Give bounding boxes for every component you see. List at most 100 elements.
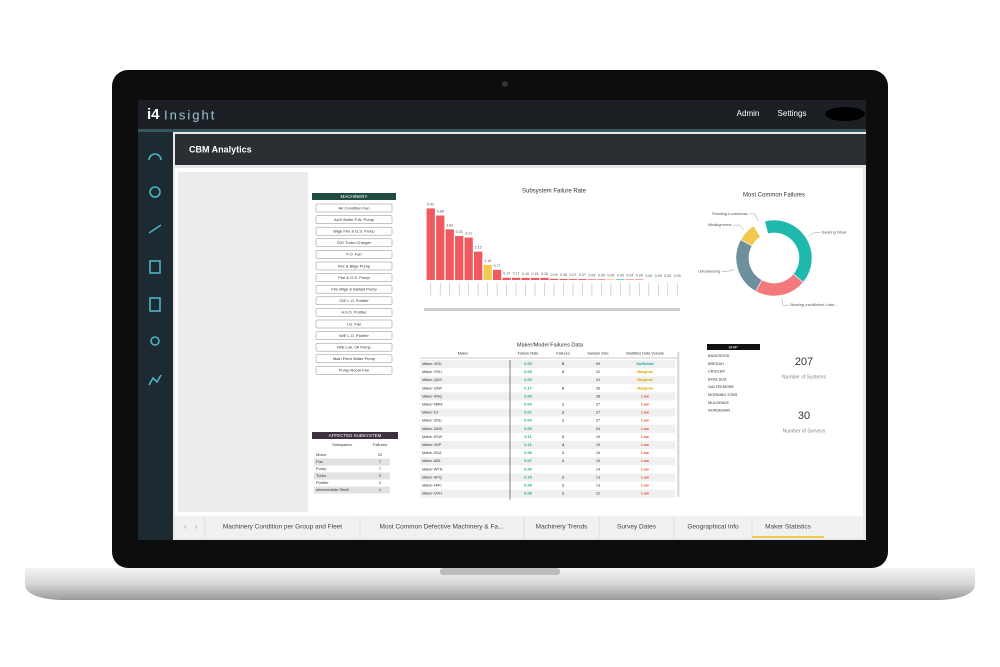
bar bbox=[568, 279, 578, 280]
menu-admin[interactable]: Admin bbox=[737, 109, 760, 118]
slicer-item[interactable] bbox=[315, 261, 393, 271]
scrollbar[interactable] bbox=[424, 308, 680, 311]
slicer-item-label[interactable]: Pump Room Fan bbox=[339, 368, 369, 373]
cell: 2 bbox=[562, 411, 564, 415]
slicer-item[interactable] bbox=[315, 342, 393, 352]
cell: Low bbox=[641, 443, 649, 447]
slicer-item-label[interactable]: Fire & G.S. Pump bbox=[338, 275, 370, 280]
bar-value-label: 0.05 bbox=[617, 273, 624, 277]
cell: 0.00 bbox=[524, 467, 531, 471]
row-shade bbox=[420, 368, 675, 377]
donut-label: Rotating Looseness bbox=[712, 211, 747, 216]
slicer-item[interactable] bbox=[315, 319, 393, 329]
slicer-item[interactable] bbox=[315, 331, 393, 340]
top-bar bbox=[138, 100, 866, 129]
cell: 12 bbox=[596, 492, 600, 496]
slicer-item-label[interactable]: BREDAH bbox=[708, 362, 724, 366]
icon-chart[interactable] bbox=[148, 374, 162, 386]
slicer-item-label[interactable]: NORSEMAN bbox=[708, 409, 730, 413]
icon-doc[interactable] bbox=[149, 297, 161, 312]
slicer-item-label[interactable]: MULGRAVE bbox=[708, 401, 729, 405]
icon-globe[interactable] bbox=[149, 186, 161, 198]
icon-gauge[interactable] bbox=[148, 153, 162, 161]
slicer-item-label[interactable]: GALTEEMORE bbox=[708, 385, 735, 389]
slicer-item-label[interactable]: Fire & Bilge Pump bbox=[338, 263, 371, 268]
slicer-item[interactable] bbox=[315, 273, 393, 282]
icon-tool[interactable] bbox=[148, 224, 162, 234]
slicer-item[interactable] bbox=[315, 203, 393, 213]
tab-label[interactable]: Machinery Condition per Group and Fleet bbox=[223, 524, 342, 531]
cell: 0.05 bbox=[524, 370, 531, 374]
cell: Low bbox=[641, 403, 649, 407]
tab-label[interactable]: Survey Dates bbox=[617, 524, 657, 531]
menu-settings[interactable]: Settings bbox=[778, 109, 807, 118]
bar-value-label: 1.15 bbox=[484, 259, 491, 263]
cell: Maker-NRM bbox=[422, 403, 442, 407]
slicer-item-label[interactable]: Bilge Fire & G.S. Pump bbox=[333, 228, 375, 233]
slicer-item-label[interactable]: H.F.O. Purifier bbox=[341, 310, 367, 315]
row-shade bbox=[420, 457, 675, 466]
slicer-item-label[interactable]: MORNING STAR bbox=[708, 393, 738, 397]
tab-prev[interactable]: ‹ bbox=[184, 524, 187, 531]
slicer-item[interactable] bbox=[315, 354, 393, 364]
cell: Maker-SDA bbox=[422, 451, 442, 455]
row-shade bbox=[420, 465, 675, 474]
slicer-item[interactable] bbox=[315, 250, 393, 259]
slicer-item-label[interactable]: Air Condition Fan bbox=[339, 205, 370, 210]
tab-label[interactable]: Geographical Info bbox=[687, 524, 739, 531]
icon-map[interactable] bbox=[150, 336, 160, 346]
cell: Maker-ABL bbox=[422, 459, 441, 463]
column-header[interactable]: Failure Rate bbox=[518, 352, 539, 356]
bar bbox=[549, 278, 559, 280]
title-bar bbox=[175, 134, 866, 165]
icon-report[interactable] bbox=[149, 260, 161, 274]
bar-value-label: 0.16 bbox=[532, 272, 539, 276]
slicer-item-label[interactable]: G/E L.O. Purifier bbox=[339, 298, 369, 303]
slicer-item-label[interactable]: D/G Turbo Charger bbox=[337, 240, 372, 245]
slicer-item-label[interactable]: F.O. Fan bbox=[346, 252, 361, 257]
top-bar-accent bbox=[138, 129, 866, 132]
donut-label: Unbalancing bbox=[698, 268, 720, 273]
slicer-item[interactable] bbox=[315, 238, 393, 248]
slicer-item-label[interactable]: EMULSUS bbox=[708, 377, 727, 381]
slicer-item-label[interactable]: BANCROSS bbox=[708, 354, 730, 358]
column-header[interactable]: Sample Size bbox=[587, 352, 608, 356]
table-scrollbar[interactable] bbox=[677, 352, 680, 497]
slicer-item-label[interactable]: Fire Bilge & Ballast Pump bbox=[331, 286, 377, 291]
leader-line bbox=[808, 232, 821, 237]
slicer-item[interactable] bbox=[315, 366, 393, 375]
slicer-item-label[interactable]: M/E Lub. Oil Pump bbox=[337, 344, 371, 349]
cell: 0.07 bbox=[524, 411, 531, 415]
slicer-item[interactable] bbox=[315, 226, 393, 236]
slicer-item-label[interactable]: Main Feed Water Pump bbox=[333, 356, 376, 361]
cell: Pump bbox=[316, 466, 327, 471]
cell: 5 bbox=[562, 362, 564, 366]
tab-label[interactable]: Most Common Defective Machinery & Fa... bbox=[380, 524, 504, 531]
slicer-item[interactable] bbox=[315, 308, 393, 317]
slicer-item-label[interactable]: M/E L.O. Purifier bbox=[339, 333, 369, 338]
tab-next[interactable]: › bbox=[195, 524, 198, 531]
cell: Low bbox=[641, 435, 649, 439]
column-header[interactable]: Failures bbox=[556, 352, 570, 356]
donut-label: Bearing Insufficient Lubri... bbox=[790, 302, 837, 307]
cell: 0.00 bbox=[524, 394, 531, 398]
row-shade bbox=[420, 489, 675, 498]
tab-label[interactable]: Maker Statistics bbox=[765, 524, 812, 531]
column-header[interactable]: Statistics Data Volume bbox=[626, 352, 664, 356]
column-header: Failures bbox=[373, 442, 387, 447]
slicer-item-label[interactable]: AUX Boiler F.W. Pump bbox=[334, 217, 375, 222]
slicer-item-label[interactable]: I.G. Fan bbox=[347, 321, 361, 326]
bar bbox=[474, 251, 483, 280]
column-header: Subsystem bbox=[332, 442, 352, 447]
column-header[interactable]: Maker bbox=[458, 352, 469, 356]
slicer-item[interactable] bbox=[315, 215, 393, 224]
cell: Marginal bbox=[637, 378, 653, 382]
slicer-item[interactable] bbox=[315, 284, 393, 294]
bar bbox=[625, 279, 634, 280]
user-avatar[interactable] bbox=[825, 107, 865, 121]
slicer-item-label[interactable]: CRUIZER bbox=[708, 370, 725, 374]
tab-label[interactable]: Machinery Trends bbox=[536, 524, 588, 531]
cell: 36 bbox=[596, 386, 600, 390]
cell: 14 bbox=[596, 467, 600, 471]
slicer-item[interactable] bbox=[315, 296, 393, 306]
